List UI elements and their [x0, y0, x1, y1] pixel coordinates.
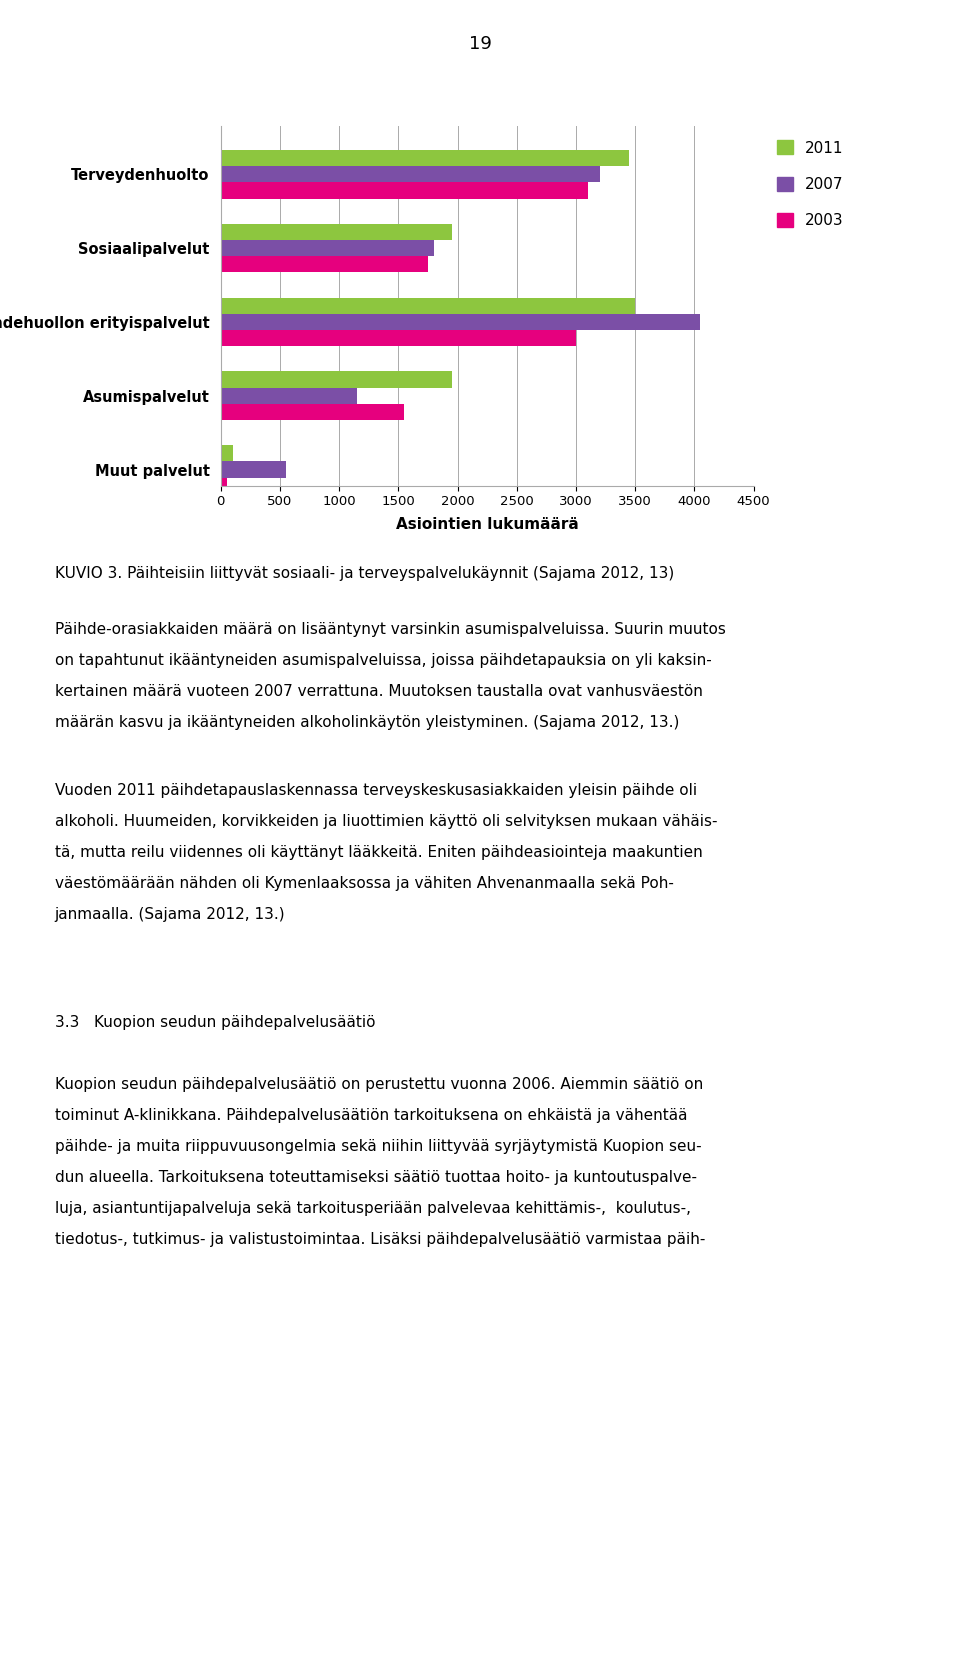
Bar — [221, 446, 232, 461]
Text: päihde- ja muita riippuvuusongelmia sekä niihin liittyvää syrjäytymistä Kuopion : päihde- ja muita riippuvuusongelmia sekä… — [55, 1139, 702, 1154]
Text: tä, mutta reilu viidennes oli käyttänyt lääkkeitä. Eniten päihdeasiointeja maaku: tä, mutta reilu viidennes oli käyttänyt … — [55, 844, 703, 859]
Text: KUVIO 3. Päihteisiin liittyvät sosiaali- ja terveyspalvelukäynnit (Sajama 2012, : KUVIO 3. Päihteisiin liittyvät sosiaali-… — [55, 566, 674, 581]
Text: Päihde­orasiakkaiden määrä on lisääntynyt varsinkin asumispalveluissa. Suurin mu: Päihde­orasiakkaiden määrä on lisääntyny… — [55, 621, 726, 636]
Bar — [221, 224, 451, 240]
X-axis label: Asiointien lukumäärä: Asiointien lukumäärä — [396, 518, 579, 531]
Text: luja, asiantuntijapalveluja sekä tarkoitusperiään palvelevaa kehittämis-,  koulu: luja, asiantuntijapalveluja sekä tarkoit… — [55, 1201, 691, 1216]
Text: janmaalla. (Sajama 2012, 13.): janmaalla. (Sajama 2012, 13.) — [55, 908, 285, 921]
Legend: 2011, 2007, 2003: 2011, 2007, 2003 — [778, 141, 843, 228]
Text: määrän kasvu ja ikääntyneiden alkoholinkäytön yleistyminen. (Sajama 2012, 13.): määrän kasvu ja ikääntyneiden alkoholink… — [55, 715, 679, 730]
Bar — [221, 330, 576, 347]
Text: väestömäärään nähden oli Kymenlaaksossa ja vähiten Ahvenanmaalla sekä Poh-: väestömäärään nähden oli Kymenlaaksossa … — [55, 876, 674, 891]
Bar — [221, 372, 451, 387]
Bar — [221, 183, 588, 199]
Text: kertainen määrä vuoteen 2007 verrattuna. Muutoksen taustalla ovat vanhusväestön: kertainen määrä vuoteen 2007 verrattuna.… — [55, 683, 703, 698]
Bar — [221, 240, 434, 256]
Text: toiminut A-klinikkana. Päihdepalvelusäätiön tarkoituksena on ehkäistä ja vähentä: toiminut A-klinikkana. Päihdepalvelusäät… — [55, 1109, 687, 1124]
Bar — [221, 461, 286, 477]
Bar — [221, 166, 600, 183]
Bar — [221, 477, 227, 494]
Bar — [221, 313, 700, 330]
Text: alkoholi. Huumeiden, korvikkeiden ja liuottimien käyttö oli selvityksen mukaan v: alkoholi. Huumeiden, korvikkeiden ja liu… — [55, 814, 717, 829]
Bar — [221, 256, 428, 273]
Bar — [221, 387, 357, 404]
Text: on tapahtunut ikääntyneiden asumispalveluissa, joissa päihdetapauksia on yli kak: on tapahtunut ikääntyneiden asumispalvel… — [55, 653, 711, 668]
Text: Vuoden 2011 päihdetapauslaskennassa terveyskeskusasiakkaiden yleisin päihde oli: Vuoden 2011 päihdetapauslaskennassa terv… — [55, 782, 697, 797]
Bar — [221, 298, 636, 313]
Bar — [221, 151, 630, 166]
Text: dun alueella. Tarkoituksena toteuttamiseksi säätiö tuottaa hoito- ja kuntoutuspa: dun alueella. Tarkoituksena toteuttamise… — [55, 1171, 697, 1186]
Text: Kuopion seudun päihdepalvelusäätiö on perustettu vuonna 2006. Aiemmin säätiö on: Kuopion seudun päihdepalvelusäätiö on pe… — [55, 1077, 703, 1092]
Bar — [221, 404, 404, 420]
Text: 19: 19 — [468, 35, 492, 54]
Text: 3.3   Kuopion seudun päihdepalvelusäätiö: 3.3 Kuopion seudun päihdepalvelusäätiö — [55, 1015, 375, 1030]
Text: tiedotus-, tutkimus- ja valistustoimintaa. Lisäksi päihdepalvelusäätiö varmistaa: tiedotus-, tutkimus- ja valistustoiminta… — [55, 1233, 705, 1248]
